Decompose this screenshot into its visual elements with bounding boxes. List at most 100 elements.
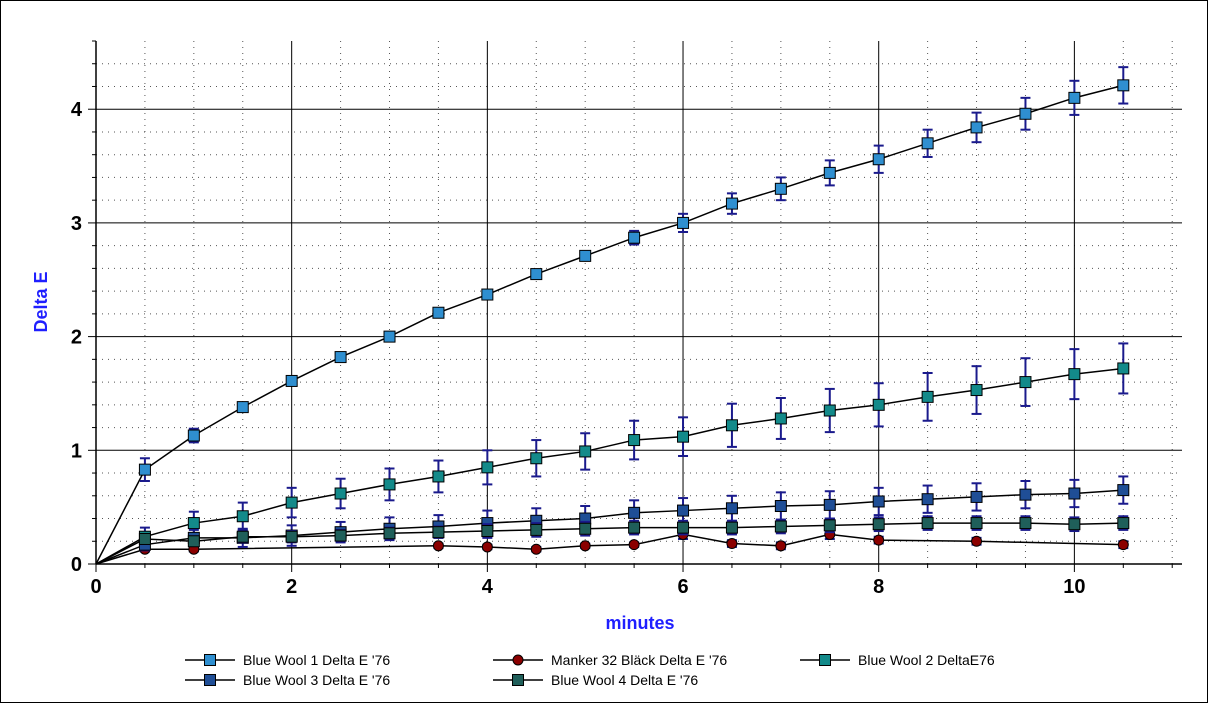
data-point xyxy=(823,498,836,511)
data-point xyxy=(236,401,249,414)
data-point xyxy=(872,495,885,508)
data-point xyxy=(970,490,983,503)
data-point xyxy=(823,166,836,179)
data-point xyxy=(971,535,983,547)
data-point xyxy=(432,306,445,319)
legend-label: Blue Wool 3 Delta E '76 xyxy=(243,672,390,688)
series-layer xyxy=(95,66,1130,565)
data-point xyxy=(432,470,445,483)
data-point xyxy=(530,523,543,536)
data-point xyxy=(481,525,494,538)
data-point xyxy=(579,445,592,458)
y-tick-label: 0 xyxy=(71,554,82,576)
data-point xyxy=(579,249,592,262)
data-point xyxy=(530,543,542,555)
legend-marker xyxy=(512,674,524,686)
data-point xyxy=(530,452,543,465)
data-point xyxy=(823,519,836,532)
data-point xyxy=(236,510,249,523)
series-line xyxy=(95,367,1124,565)
y-tick-label: 3 xyxy=(71,213,82,235)
data-point xyxy=(187,517,200,530)
data-point xyxy=(285,374,298,387)
legend-label: Manker 32 Bläck Delta E '76 xyxy=(551,652,727,668)
legend-marker xyxy=(819,654,831,666)
data-point xyxy=(334,529,347,542)
y-axis-title: Delta E xyxy=(31,271,51,332)
data-point xyxy=(1068,518,1081,531)
legend-entry-2: Manker 32 Bläck Delta E '76 xyxy=(493,652,727,668)
data-point xyxy=(383,478,396,491)
data-point xyxy=(530,268,543,281)
data-point xyxy=(775,540,787,552)
data-point xyxy=(677,430,690,443)
data-point xyxy=(872,153,885,166)
y-tick-label: 2 xyxy=(71,327,82,349)
data-point xyxy=(1019,517,1032,530)
x-tick-label: 10 xyxy=(1063,576,1085,598)
data-point xyxy=(628,539,640,551)
x-tick-label: 2 xyxy=(286,576,297,598)
data-point xyxy=(774,520,787,533)
legend-marker xyxy=(204,674,216,686)
data-point xyxy=(628,521,641,534)
data-point xyxy=(187,429,200,442)
data-point xyxy=(1117,517,1130,530)
legend-label: Blue Wool 2 DeltaE76 xyxy=(858,652,995,668)
data-point xyxy=(725,502,738,515)
data-point xyxy=(1117,484,1130,497)
data-point xyxy=(481,461,494,474)
data-point xyxy=(1068,487,1081,500)
data-point xyxy=(285,530,298,543)
legend-entry-4: Blue Wool 3 Delta E '76 xyxy=(185,672,390,688)
data-point xyxy=(432,540,444,552)
data-point xyxy=(481,288,494,301)
data-point xyxy=(1068,368,1081,381)
series-1 xyxy=(95,66,1130,565)
legend-label: Blue Wool 1 Delta E '76 xyxy=(243,652,390,668)
series-line xyxy=(95,84,1124,565)
series-3 xyxy=(95,342,1130,565)
legend-entry-5: Blue Wool 4 Delta E '76 xyxy=(493,672,698,688)
data-point xyxy=(970,384,983,397)
data-point xyxy=(1068,91,1081,104)
data-point xyxy=(383,527,396,540)
series-line xyxy=(95,522,1124,565)
data-point xyxy=(774,500,787,513)
legend-marker xyxy=(512,654,524,666)
legend-label: Blue Wool 4 Delta E '76 xyxy=(551,672,698,688)
data-point xyxy=(677,504,690,517)
data-point xyxy=(921,137,934,150)
data-point xyxy=(285,496,298,509)
y-tick-label: 1 xyxy=(71,440,82,462)
data-point xyxy=(1019,107,1032,120)
legend-marker xyxy=(204,654,216,666)
data-point xyxy=(628,506,641,519)
data-point xyxy=(823,404,836,417)
data-point xyxy=(1019,488,1032,501)
data-point xyxy=(1117,362,1130,375)
data-point xyxy=(677,521,690,534)
data-point xyxy=(725,419,738,432)
data-point xyxy=(725,197,738,210)
x-axis-title: minutes xyxy=(605,613,674,633)
data-point xyxy=(481,541,493,553)
data-point xyxy=(1019,376,1032,389)
data-point xyxy=(921,390,934,403)
x-tick-label: 4 xyxy=(482,576,494,598)
axes: 0 2 4 6 8 10 0 1 2 3 4 xyxy=(71,40,1182,598)
data-point xyxy=(383,330,396,343)
data-point xyxy=(872,518,885,531)
data-point xyxy=(677,216,690,229)
data-point xyxy=(334,351,347,364)
x-tick-label: 6 xyxy=(677,576,688,598)
grid xyxy=(96,41,1182,564)
data-point xyxy=(921,517,934,530)
legend-entry-3: Blue Wool 2 DeltaE76 xyxy=(800,652,995,668)
series-5 xyxy=(95,515,1130,565)
data-point xyxy=(725,521,738,534)
data-point xyxy=(579,522,592,535)
y-tick-label: 4 xyxy=(71,99,83,121)
